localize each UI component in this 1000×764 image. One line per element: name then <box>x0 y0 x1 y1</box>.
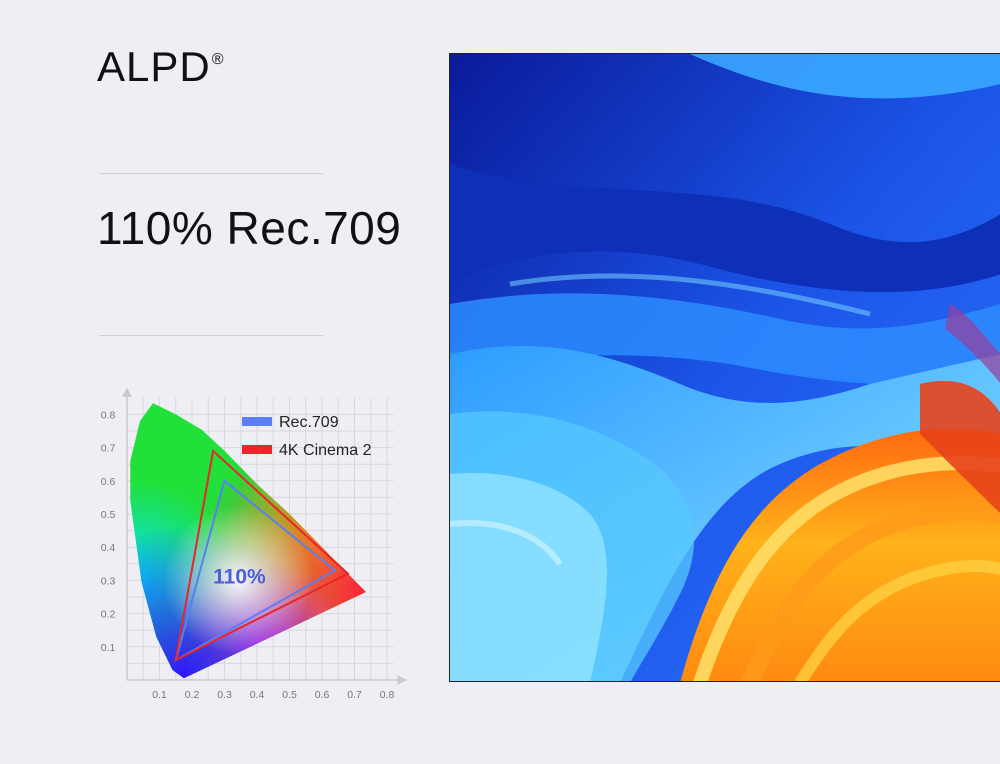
legend-swatch <box>242 417 272 426</box>
legend-label: 4K Cinema 2 <box>279 442 372 459</box>
legend-label: Rec.709 <box>279 414 339 431</box>
y-tick-label: 0.7 <box>101 443 116 455</box>
x-axis-arrow <box>397 675 407 685</box>
chart-legend: Rec.709 4K Cinema 2 <box>242 414 372 459</box>
gamut-triangle-rec-709 <box>174 479 337 663</box>
abstract-fluid-art <box>450 54 1000 681</box>
chart-axes <box>122 387 407 685</box>
brand-name: ALPD <box>97 43 211 90</box>
brand-logo: ALPD® <box>97 46 225 88</box>
y-tick-label: 0.3 <box>101 575 116 587</box>
x-tick-label: 0.4 <box>250 689 265 701</box>
y-tick-label: 0.1 <box>101 642 116 654</box>
y-axis-arrow <box>122 387 132 397</box>
x-tick-label: 0.2 <box>185 689 200 701</box>
legend-swatch <box>242 445 272 454</box>
x-tick-label: 0.7 <box>347 689 362 701</box>
x-tick-label: 0.5 <box>282 689 297 701</box>
y-tick-label: 0.2 <box>101 609 116 621</box>
y-tick-label: 0.6 <box>101 476 116 488</box>
x-tick-label: 0.3 <box>217 689 232 701</box>
divider-bottom <box>99 335 323 336</box>
y-tick-label: 0.4 <box>101 542 116 554</box>
x-tick-label: 0.8 <box>380 689 395 701</box>
y-tick-label: 0.5 <box>101 509 116 521</box>
registered-mark: ® <box>211 51 225 68</box>
gamut-triangle-4k-cinema-2 <box>174 448 350 662</box>
y-tick-label: 0.8 <box>101 409 116 421</box>
x-tick-label: 0.1 <box>152 689 167 701</box>
x-tick-label: 0.6 <box>315 689 330 701</box>
coverage-annotation: 110% <box>213 566 266 589</box>
divider-top <box>99 173 323 174</box>
headline: 110% Rec.709 <box>97 202 402 254</box>
cie-gamut-chart: 0.1 0.2 0.3 0.4 0.5 0.6 0.7 0.8 0.1 0.2 0.3 0.4 0.5 0… <box>101 387 407 701</box>
tick-labels: 0.1 0.2 0.3 0.4 0.5 0.6 0.7 0.8 0.1 0.2 0.3 0.4 0.5 0… <box>101 409 395 701</box>
color-showcase-image <box>449 53 1000 682</box>
